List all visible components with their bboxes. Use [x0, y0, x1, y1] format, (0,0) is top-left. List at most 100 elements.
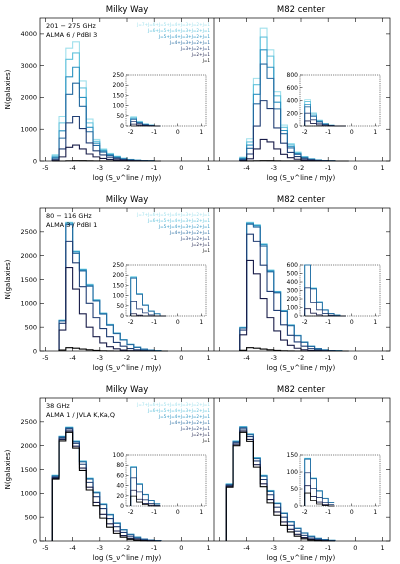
column-title: Milky Way	[106, 5, 149, 15]
x-tick-label: -3	[271, 544, 277, 552]
x-tick-label: 0	[179, 354, 183, 362]
x-tick-label: -1	[325, 354, 331, 362]
inset-series-7	[130, 495, 161, 507]
frequency-band-label: 38 GHz	[46, 402, 70, 410]
x-tick-label: -2	[298, 544, 304, 552]
inset-x-tick-label: -2	[128, 319, 134, 326]
inset-x-tick-label: -1	[325, 509, 331, 516]
m82-panel: -4 -3 -2 -1 0 1 log (S_ν^line / mJy) 0 50 100 150 -…	[219, 398, 385, 562]
inset-x-tick-label: 1	[199, 509, 203, 516]
column-title: M82 center	[277, 385, 326, 395]
x-tick-label: -2	[124, 164, 130, 172]
y-axis-label: N(galaxies)	[4, 449, 12, 489]
column-title: Milky Way	[106, 195, 149, 205]
y-tick-label: 1000	[20, 490, 37, 498]
inset-y-tick-label: 400	[287, 98, 299, 105]
inset-y-tick-label: 150	[113, 282, 125, 289]
legend-entry: J=3+J=2+J=1	[180, 236, 211, 241]
inset-y-tick-label: 100	[287, 469, 299, 476]
x-tick-label: -3	[97, 164, 103, 172]
inset-y-tick-label: 100	[113, 293, 125, 300]
y-tick-label: 0	[33, 537, 37, 545]
x-tick-label: -4	[69, 544, 75, 552]
inset-x-tick-label: -1	[325, 319, 331, 326]
legend-entry: J=7+J=6+J=5+J=4+J=3+J=2+J=1	[136, 22, 210, 27]
milky-way-panel: -5 -4 -3 -2 -1 0 1 log (S_ν^line / mJy) 0 50 100 15…	[42, 208, 211, 372]
x-tick-label: 1	[206, 164, 210, 172]
y-tick-label: 1500	[20, 466, 37, 474]
inset-frame	[125, 74, 207, 127]
column-title: M82 center	[277, 5, 326, 15]
inset-x-tick-label: -1	[151, 129, 157, 136]
inset-y-tick-label: 50	[290, 486, 298, 493]
x-tick-label: -4	[243, 354, 249, 362]
x-tick-label: 1	[206, 354, 210, 362]
legend-entry: J=5+J=4+J=3+J=2+J=1	[158, 414, 210, 419]
legend-entry: J=3+J=2+J=1	[180, 426, 211, 431]
histogram-series-4	[58, 224, 168, 352]
y-tick-label: 1000	[20, 126, 37, 134]
inset-y-tick-label: 0	[294, 313, 298, 320]
legend-entry: J=2+J=1	[191, 432, 211, 437]
x-tick-label: -4	[69, 164, 75, 172]
inset-y-tick-label: 80	[116, 462, 124, 469]
inset-x-tick-label: -2	[302, 129, 308, 136]
x-tick-label: -5	[42, 544, 48, 552]
x-axis-label: log (S_ν^line / mJy)	[267, 174, 336, 182]
inset-plot: 0 20 40 60 80 100 -2 -1 0 1	[113, 452, 207, 516]
inset-y-tick-label: 500	[287, 271, 299, 278]
legend-entry: J=4+J=3+J=2+J=1	[169, 230, 210, 235]
instrument-label: ALMA 6 / PdBI 3	[46, 31, 97, 39]
inset-x-tick-label: 0	[176, 129, 180, 136]
inset-y-tick-label: 50	[116, 303, 124, 310]
inset-x-tick-label: 1	[199, 319, 203, 326]
inset-y-tick-label: 200	[287, 296, 299, 303]
x-tick-label: 0	[353, 164, 357, 172]
inset-y-tick-label: 100	[113, 103, 125, 110]
inset-x-tick-label: -1	[151, 509, 157, 516]
y-tick-label: 2500	[20, 418, 37, 426]
y-tick-label: 1500	[20, 276, 37, 284]
y-tick-label: 500	[25, 513, 37, 521]
legend-entry: J=1	[202, 438, 211, 443]
inset-x-tick-label: -2	[302, 509, 308, 516]
y-tick-label: 3000	[20, 62, 37, 70]
x-tick-label: 0	[179, 544, 183, 552]
inset-y-tick-label: 100	[287, 305, 299, 312]
x-tick-label: -3	[271, 354, 277, 362]
inset-y-tick-label: 60	[116, 472, 124, 479]
inset-series-4	[130, 277, 166, 317]
x-axis-label: log (S_ν^line / mJy)	[93, 364, 162, 372]
inset-x-tick-label: 1	[373, 509, 377, 516]
plot-frame	[39, 17, 391, 162]
x-tick-label: -3	[97, 544, 103, 552]
x-tick-label: -4	[243, 164, 249, 172]
legend-entry: J=4+J=3+J=2+J=1	[169, 420, 210, 425]
y-tick-label: 0	[33, 157, 37, 165]
plot-frame	[39, 397, 391, 542]
legend-entry: J=2+J=1	[191, 242, 211, 247]
m82-panel: -4 -3 -2 -1 0 1 log (S_ν^line / mJy) 0 200 400 600…	[219, 18, 385, 182]
inset-plot: 0 50 100 150 200 250 -2 -1 0 1	[113, 72, 207, 136]
inset-y-tick-label: 40	[116, 483, 124, 490]
inset-plot: 0 200 400 600 800 -2 -1 0 1	[287, 72, 381, 136]
inset-x-tick-label: -1	[325, 129, 331, 136]
y-tick-label: 1000	[20, 300, 37, 308]
legend-entry: J=6+J=5+J=4+J=3+J=2+J=1	[147, 28, 210, 33]
x-tick-label: -2	[124, 544, 130, 552]
histogram-series-7	[225, 431, 335, 542]
y-tick-label: 2000	[20, 94, 37, 102]
inset-frame	[125, 454, 207, 507]
x-tick-label: -2	[298, 354, 304, 362]
column-title: M82 center	[277, 195, 326, 205]
x-tick-label: -1	[151, 544, 157, 552]
inset-frame	[299, 264, 381, 317]
frequency-band-label: 201 − 275 GHz	[46, 22, 96, 30]
inset-y-tick-label: 20	[116, 493, 124, 500]
legend-entry: J=1	[202, 58, 211, 63]
x-tick-label: -4	[69, 354, 75, 362]
inset-y-tick-label: 150	[287, 452, 299, 459]
legend-entry: J=7+J=6+J=5+J=4+J=3+J=2+J=1	[136, 402, 210, 407]
